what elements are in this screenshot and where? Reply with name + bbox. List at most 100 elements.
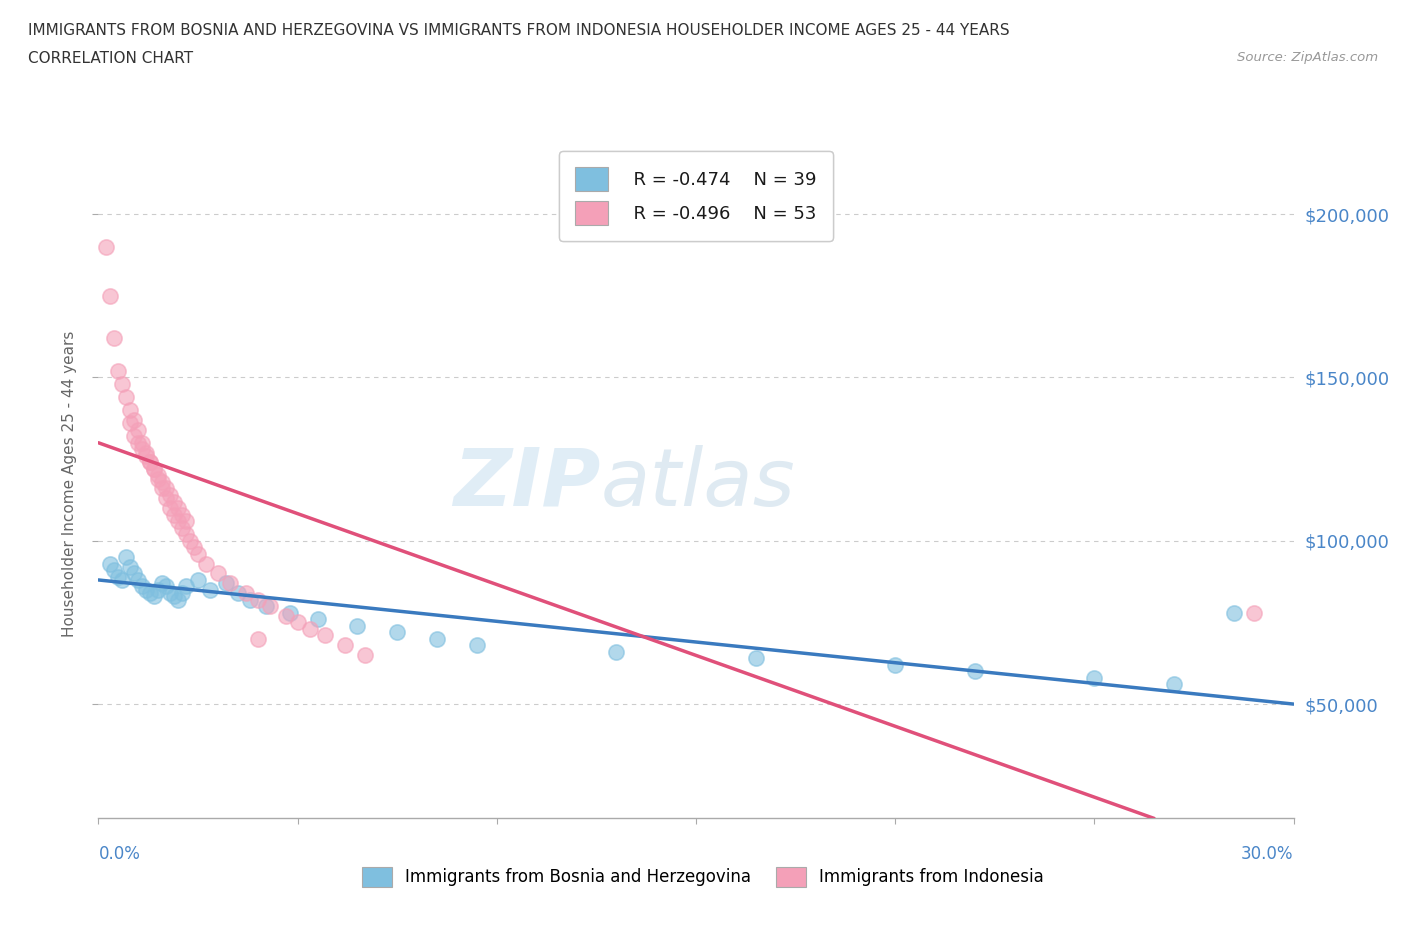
Point — [235, 586, 257, 601]
Text: ZIP: ZIP — [453, 445, 600, 523]
Point — [143, 461, 166, 476]
Point — [120, 560, 142, 575]
Legend:   R = -0.474    N = 39,   R = -0.496    N = 53: R = -0.474 N = 39, R = -0.496 N = 53 — [560, 152, 832, 241]
Point — [127, 573, 149, 588]
Point — [963, 664, 986, 679]
Text: 30.0%: 30.0% — [1241, 844, 1294, 863]
Point — [135, 448, 157, 463]
Point — [100, 556, 122, 571]
Point — [139, 455, 162, 470]
Point — [131, 579, 153, 594]
Point — [172, 520, 194, 535]
Point — [163, 589, 186, 604]
Point — [150, 576, 173, 591]
Point — [143, 589, 166, 604]
Text: CORRELATION CHART: CORRELATION CHART — [28, 51, 193, 66]
Point — [115, 390, 138, 405]
Point — [148, 472, 170, 486]
Point — [1222, 605, 1246, 620]
Point — [1163, 677, 1185, 692]
Point — [131, 442, 153, 457]
Point — [298, 621, 321, 636]
Point — [605, 644, 627, 659]
Point — [198, 582, 221, 597]
Point — [246, 631, 269, 646]
Point — [115, 550, 138, 565]
Point — [465, 638, 488, 653]
Point — [215, 576, 238, 591]
Point — [219, 576, 242, 591]
Point — [107, 569, 129, 584]
Point — [103, 331, 125, 346]
Point — [346, 618, 368, 633]
Point — [139, 455, 162, 470]
Y-axis label: Householder Income Ages 25 - 44 years: Householder Income Ages 25 - 44 years — [62, 330, 77, 637]
Point — [155, 481, 177, 496]
Point — [111, 377, 134, 392]
Point — [159, 586, 181, 601]
Point — [96, 239, 118, 254]
Point — [155, 579, 177, 594]
Point — [745, 651, 768, 666]
Point — [254, 599, 277, 614]
Text: Source: ZipAtlas.com: Source: ZipAtlas.com — [1237, 51, 1378, 64]
Point — [150, 481, 173, 496]
Point — [174, 579, 197, 594]
Point — [259, 599, 281, 614]
Point — [159, 487, 181, 502]
Point — [124, 566, 146, 581]
Point — [354, 647, 377, 662]
Point — [155, 491, 177, 506]
Point — [174, 526, 197, 541]
Point — [187, 573, 209, 588]
Point — [226, 586, 249, 601]
Point — [120, 416, 142, 431]
Point — [135, 445, 157, 460]
Text: 0.0%: 0.0% — [98, 844, 141, 863]
Point — [179, 533, 201, 548]
Point — [143, 461, 166, 476]
Legend: Immigrants from Bosnia and Herzegovina, Immigrants from Indonesia: Immigrants from Bosnia and Herzegovina, … — [356, 860, 1050, 894]
Point — [103, 563, 125, 578]
Point — [107, 364, 129, 379]
Point — [246, 592, 269, 607]
Point — [148, 468, 170, 483]
Point — [139, 586, 162, 601]
Point — [1243, 605, 1265, 620]
Point — [167, 513, 190, 528]
Point — [172, 507, 194, 522]
Point — [124, 413, 146, 428]
Point — [385, 625, 409, 640]
Point — [111, 573, 134, 588]
Point — [159, 500, 181, 515]
Point — [884, 658, 907, 672]
Point — [150, 474, 173, 489]
Text: IMMIGRANTS FROM BOSNIA AND HERZEGOVINA VS IMMIGRANTS FROM INDONESIA HOUSEHOLDER : IMMIGRANTS FROM BOSNIA AND HERZEGOVINA V… — [28, 23, 1010, 38]
Point — [239, 592, 262, 607]
Point — [174, 513, 197, 528]
Point — [124, 429, 146, 444]
Point — [426, 631, 449, 646]
Point — [187, 547, 209, 562]
Point — [172, 586, 194, 601]
Point — [167, 500, 190, 515]
Point — [120, 403, 142, 418]
Point — [195, 556, 218, 571]
Point — [131, 435, 153, 450]
Point — [307, 612, 329, 627]
Point — [278, 605, 301, 620]
Point — [148, 582, 170, 597]
Point — [335, 638, 357, 653]
Point — [183, 539, 205, 554]
Point — [127, 435, 149, 450]
Point — [207, 566, 229, 581]
Point — [274, 608, 297, 623]
Point — [163, 507, 186, 522]
Point — [100, 288, 122, 303]
Point — [315, 628, 337, 643]
Point — [163, 494, 186, 509]
Point — [1083, 671, 1105, 685]
Text: atlas: atlas — [600, 445, 796, 523]
Point — [287, 615, 309, 630]
Point — [127, 422, 149, 437]
